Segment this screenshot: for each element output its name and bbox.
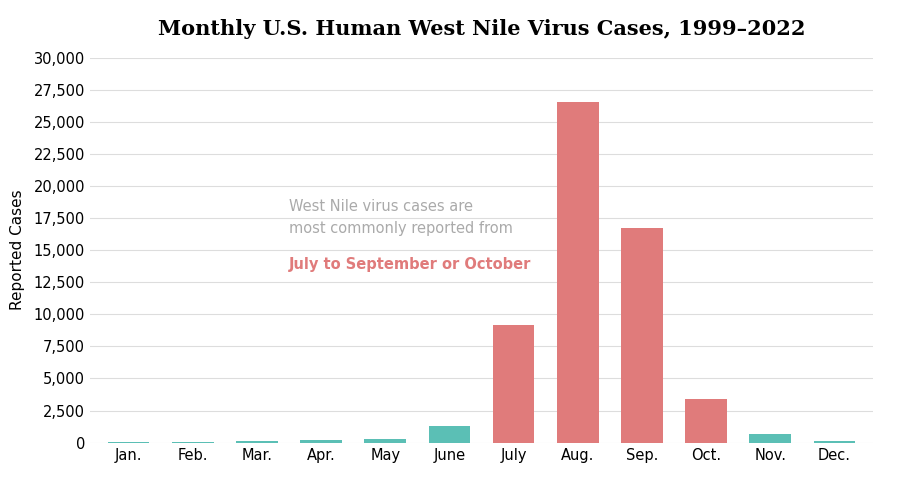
Y-axis label: Reported Cases: Reported Cases [10, 190, 25, 310]
Bar [621, 228, 662, 443]
Bar [814, 441, 855, 443]
Text: July to September or October: July to September or October [289, 257, 531, 272]
Bar [364, 439, 406, 443]
Text: West Nile virus cases are
most commonly reported from: West Nile virus cases are most commonly … [289, 199, 513, 236]
Bar [685, 399, 727, 443]
Bar [301, 440, 342, 443]
Bar [108, 442, 149, 443]
Bar [750, 434, 791, 443]
Bar [557, 103, 598, 443]
Bar [428, 426, 471, 443]
Bar [236, 441, 278, 443]
Bar [492, 324, 535, 443]
Bar [172, 442, 213, 443]
Text: Monthly U.S. Human West Nile Virus Cases, 1999–2022: Monthly U.S. Human West Nile Virus Cases… [158, 19, 806, 39]
